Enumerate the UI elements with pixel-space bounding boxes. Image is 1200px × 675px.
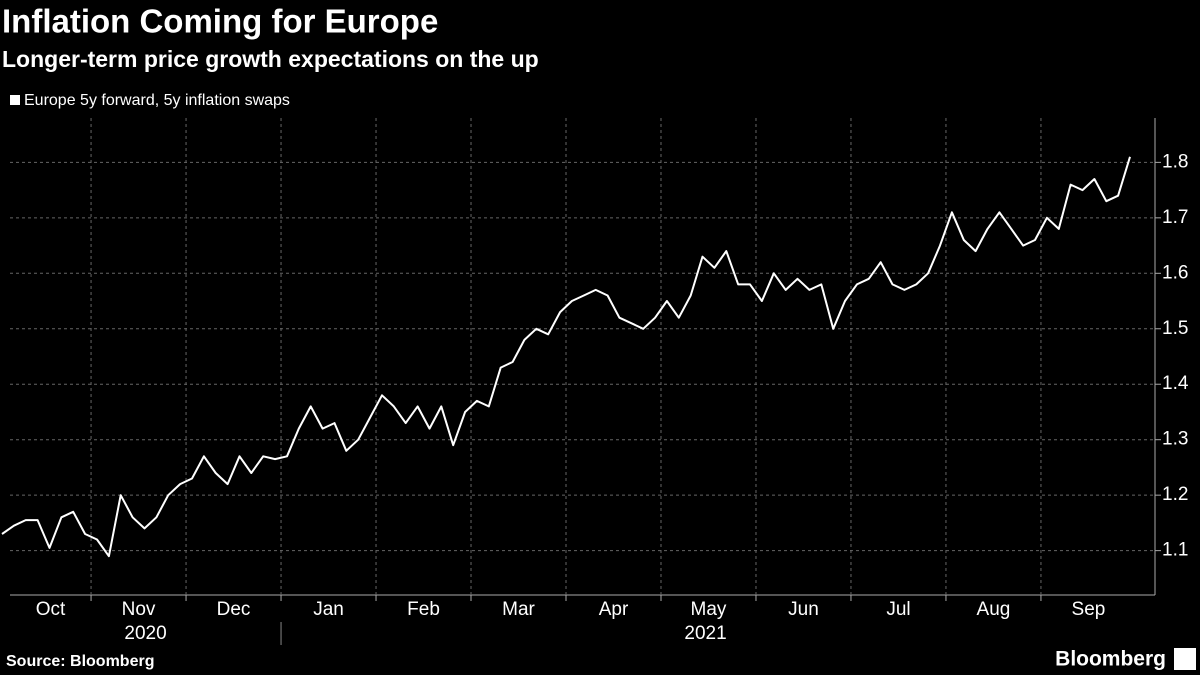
x-tick-label: Nov <box>122 599 156 620</box>
legend-swatch <box>10 95 20 105</box>
x-tick-label: May <box>691 599 727 620</box>
year-label: 2020 <box>124 623 166 644</box>
y-tick-label: 1.5 <box>1162 318 1188 339</box>
series-line <box>1 156 1131 558</box>
legend-label: Europe 5y forward, 5y inflation swaps <box>24 92 290 109</box>
logo-icon <box>1174 648 1196 670</box>
chart-subtitle: Longer-term price growth expectations on… <box>2 46 539 72</box>
y-tick-label: 1.8 <box>1162 151 1188 172</box>
source: Source: Bloomberg <box>6 653 154 670</box>
x-tick-label: Jan <box>313 599 344 620</box>
x-tick-label: Jun <box>788 599 819 620</box>
x-tick-label: Aug <box>977 599 1011 620</box>
y-tick-label: 1.2 <box>1162 484 1188 505</box>
x-tick-label: Sep <box>1072 599 1106 620</box>
y-tick-label: 1.6 <box>1162 262 1188 283</box>
y-tick-label: 1.7 <box>1162 207 1188 228</box>
logo: Bloomberg <box>1055 648 1166 671</box>
y-tick-label: 1.4 <box>1162 373 1189 394</box>
x-tick-label: Feb <box>407 599 440 620</box>
y-tick-label: 1.1 <box>1162 540 1188 561</box>
year-label: 2021 <box>684 623 726 644</box>
x-tick-label: Oct <box>36 599 66 620</box>
y-tick-label: 1.3 <box>1162 429 1188 450</box>
x-tick-label: Jul <box>886 599 910 620</box>
x-tick-label: Apr <box>599 599 629 620</box>
x-tick-label: Dec <box>217 599 251 620</box>
chart-title: Inflation Coming for Europe <box>2 3 438 40</box>
x-tick-label: Mar <box>502 599 535 620</box>
